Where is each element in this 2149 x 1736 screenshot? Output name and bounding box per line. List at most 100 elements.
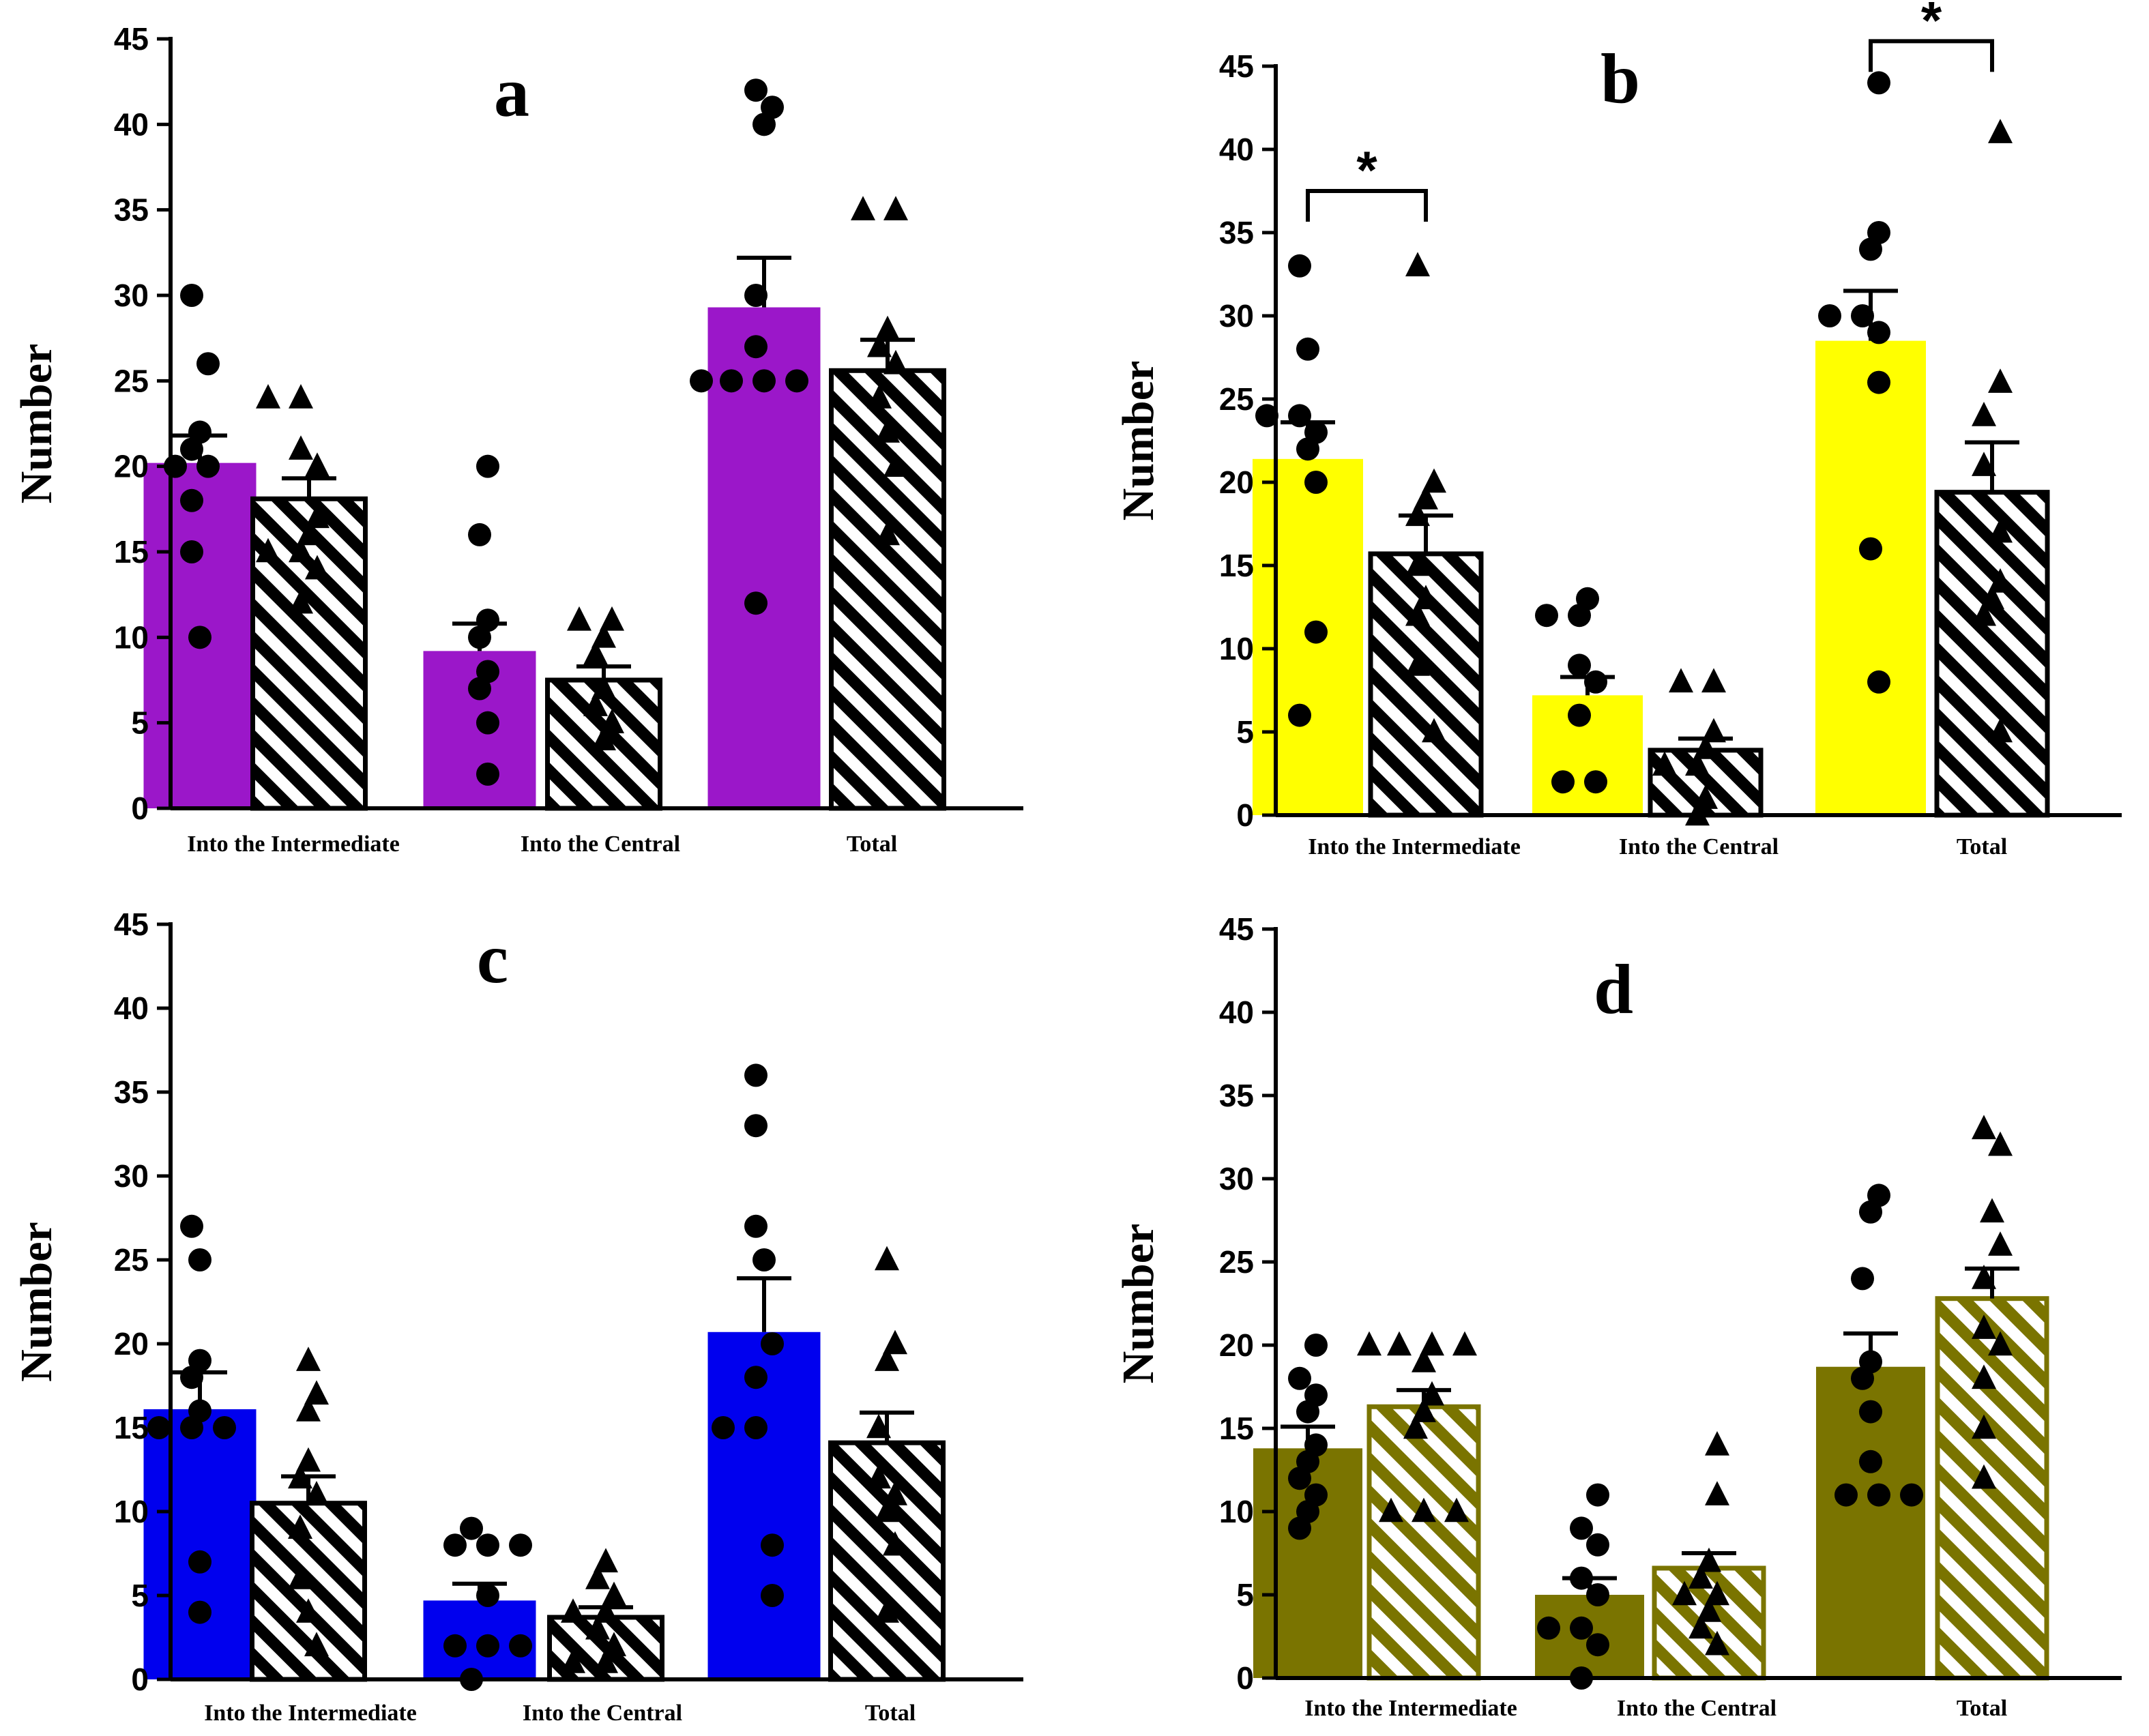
data-point-triangle <box>297 520 321 546</box>
y-axis-label: Number <box>12 1222 61 1382</box>
data-point-circle <box>1584 670 1607 694</box>
data-point-circle <box>180 540 203 563</box>
data-point-circle <box>712 1416 735 1439</box>
y-tick-label: 30 <box>1219 298 1254 334</box>
data-point-circle <box>1288 404 1311 428</box>
y-tick-label: 5 <box>131 705 149 741</box>
significance-star: * <box>1921 0 1942 50</box>
data-point-triangle <box>1988 1131 2013 1156</box>
data-point-triangle <box>1972 1464 1996 1489</box>
data-point-circle <box>1584 770 1607 794</box>
data-point-triangle <box>289 384 313 409</box>
data-point-circle <box>1304 620 1328 644</box>
data-point-triangle <box>256 384 280 409</box>
data-point-circle <box>509 1634 532 1658</box>
data-point-triangle <box>567 606 591 631</box>
data-point-triangle <box>602 1632 626 1657</box>
category-label: Into the Central <box>521 832 680 857</box>
data-point-triangle <box>867 332 892 357</box>
data-point-circle <box>1568 703 1591 727</box>
y-tick-label: 15 <box>114 534 149 570</box>
data-point-circle <box>196 454 220 478</box>
data-point-triangle <box>851 196 875 220</box>
data-point-triangle <box>296 1598 321 1623</box>
data-point-triangle <box>1672 1580 1697 1606</box>
y-tick-label: 20 <box>1219 1327 1254 1363</box>
data-point-circle <box>443 1634 467 1658</box>
y-tick-label: 45 <box>1219 911 1254 947</box>
y-tick-label: 25 <box>114 1242 149 1278</box>
y-tick-label: 30 <box>1219 1161 1254 1196</box>
data-point-triangle <box>1980 1198 2004 1223</box>
data-point-circle <box>1288 254 1311 278</box>
data-point-triangle <box>1669 668 1693 693</box>
bar <box>1934 490 2050 818</box>
data-point-circle <box>1570 1566 1593 1590</box>
data-point-circle <box>180 284 203 307</box>
data-point-triangle <box>256 538 280 563</box>
y-tick-label: 25 <box>1219 1244 1254 1280</box>
data-point-triangle <box>1693 735 1718 759</box>
data-point-triangle <box>1688 1564 1713 1589</box>
data-point-circle <box>1296 337 1319 361</box>
data-point-circle <box>1551 770 1575 794</box>
panel-d: 0 5 10 15 20 25 30 35 40 45 Into the Intermediate I… <box>1113 911 2122 1721</box>
bar <box>828 1440 946 1682</box>
data-point-circle <box>1859 1450 1882 1473</box>
data-point-circle <box>1834 1483 1858 1507</box>
significance-bracket <box>1869 39 1994 72</box>
y-tick-label: 20 <box>114 449 149 484</box>
data-point-triangle <box>1988 568 2013 593</box>
data-point-circle <box>476 711 499 735</box>
data-point-circle <box>761 1584 784 1607</box>
data-point-triangle <box>1387 1331 1412 1356</box>
category-label: Total <box>1957 1696 2007 1721</box>
data-point-triangle <box>1652 751 1677 776</box>
category-label: Into the Central <box>1619 834 1779 859</box>
data-point-triangle <box>1444 1497 1469 1522</box>
y-tick-label: 45 <box>1219 48 1254 84</box>
data-point-triangle <box>1972 452 1996 476</box>
panel-letter: a <box>494 53 529 132</box>
y-axis-label: Number <box>12 344 61 504</box>
category-label: Total <box>847 832 897 857</box>
data-point-triangle <box>1412 1348 1436 1372</box>
data-point-circle <box>188 626 211 649</box>
significance-star: * <box>1356 140 1377 200</box>
data-point-circle <box>1535 604 1558 628</box>
y-tick-label: 40 <box>1219 995 1254 1030</box>
y-tick-label: 0 <box>1236 797 1254 833</box>
data-point-circle <box>1586 1483 1609 1507</box>
data-point-triangle <box>875 315 900 340</box>
category-label: Into the Central <box>523 1701 682 1726</box>
data-point-triangle <box>1972 1414 1996 1439</box>
data-point-triangle <box>1972 601 1996 626</box>
data-point-circle <box>1867 1483 1890 1507</box>
data-point-triangle <box>1697 1547 1721 1572</box>
data-point-triangle <box>289 538 313 563</box>
data-point-triangle <box>883 1481 907 1505</box>
y-tick-label: 15 <box>114 1410 149 1445</box>
y-tick-label: 10 <box>114 619 149 655</box>
bar <box>143 1409 257 1679</box>
data-point-triangle <box>585 1615 610 1640</box>
data-point-circle <box>1859 1200 1882 1224</box>
data-point-triangle <box>561 1649 585 1673</box>
plot-root: 0 5 10 15 20 25 30 35 40 45 Into the Intermediate I… <box>12 0 2122 1726</box>
panel-letter: d <box>1594 950 1633 1029</box>
data-point-circle <box>1304 471 1328 494</box>
data-point-circle <box>1537 1616 1560 1640</box>
data-point-circle <box>468 626 491 649</box>
data-point-triangle <box>1972 1265 1996 1289</box>
data-point-triangle <box>1357 1331 1382 1356</box>
data-point-triangle <box>883 196 908 220</box>
y-tick-label: 45 <box>114 21 149 57</box>
data-point-circle <box>476 1533 499 1557</box>
y-tick-label: 5 <box>131 1578 149 1613</box>
y-tick-label: 40 <box>1219 132 1254 167</box>
data-point-triangle <box>305 555 330 580</box>
data-point-triangle <box>583 641 608 665</box>
y-tick-label: 35 <box>1219 215 1254 250</box>
data-point-circle <box>744 78 768 102</box>
